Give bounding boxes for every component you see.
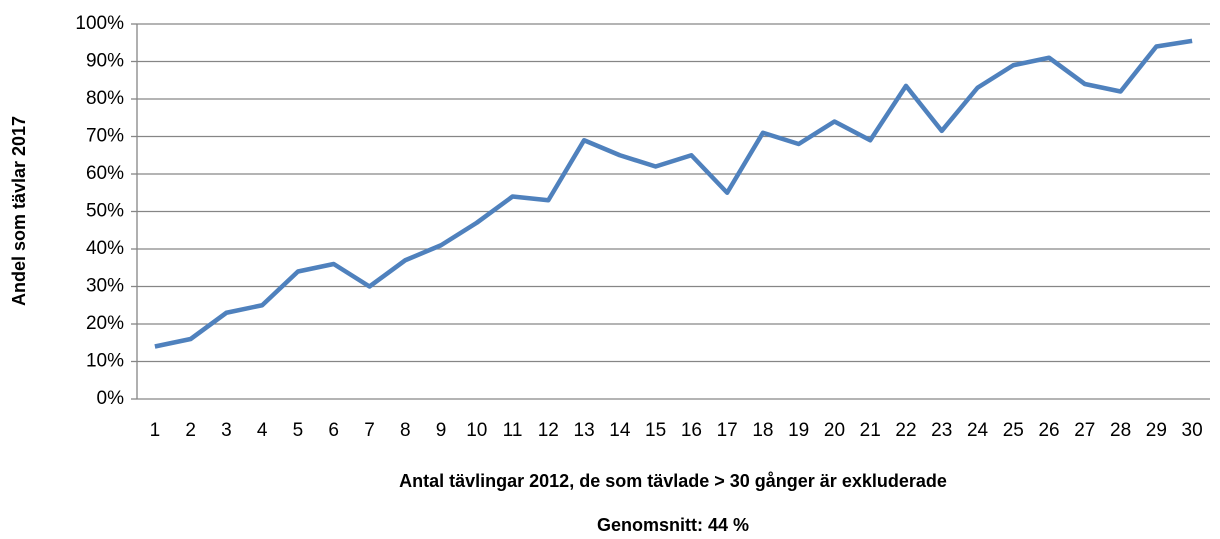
x-tick-label: 30 [1182,420,1203,441]
y-tick-label: 0% [97,388,125,409]
x-tick-label: 21 [860,420,881,441]
x-tick-label: 19 [788,420,809,441]
x-tick-label: 1 [150,420,161,441]
x-tick-label: 5 [293,420,304,441]
x-tick-label: 25 [1003,420,1024,441]
x-tick-label: 22 [895,420,916,441]
x-tick-label: 2 [185,420,196,441]
x-tick-label: 26 [1038,420,1059,441]
y-tick-label: 80% [86,88,124,109]
x-tick-label: 13 [574,420,595,441]
x-tick-label: 7 [364,420,375,441]
x-tick-label: 3 [221,420,232,441]
x-tick-label: 15 [645,420,666,441]
y-axis-label: Andel som tävlar 2017 [9,116,29,306]
x-tick-label: 28 [1110,420,1131,441]
y-tick-label: 70% [86,126,124,147]
y-tick-label: 40% [86,238,124,259]
x-tick-label: 6 [328,420,339,441]
x-tick-label: 17 [717,420,738,441]
x-tick-label: 29 [1146,420,1167,441]
x-tick-label: 24 [967,420,989,441]
x-tick-label: 11 [503,420,523,441]
x-tick-label: 8 [400,420,411,441]
x-tick-label: 20 [824,420,845,441]
x-tick-label: 12 [538,420,559,441]
x-tick-label: 18 [752,420,773,441]
x-tick-label: 23 [931,420,952,441]
y-tick-label: 20% [86,313,124,334]
x-tick-label: 14 [609,420,631,441]
y-tick-label: 50% [86,201,124,222]
x-tick-label: 10 [466,420,487,441]
data-line [154,38,1193,349]
x-axis-label: Antal tävlingar 2012, de som tävlade > 3… [399,471,947,491]
x-tick-label: 9 [436,420,447,441]
annotation: Genomsnitt: 44 % [597,515,749,535]
y-tick-label: 90% [86,51,124,72]
x-tick-label: 16 [681,420,702,441]
y-tick-label: 30% [86,276,124,297]
y-tick-label: 60% [86,163,124,184]
x-tick-label: 27 [1074,420,1095,441]
y-tick-label: 10% [86,351,124,372]
y-tick-label: 100% [75,13,124,34]
x-tick-label: 4 [257,420,268,441]
